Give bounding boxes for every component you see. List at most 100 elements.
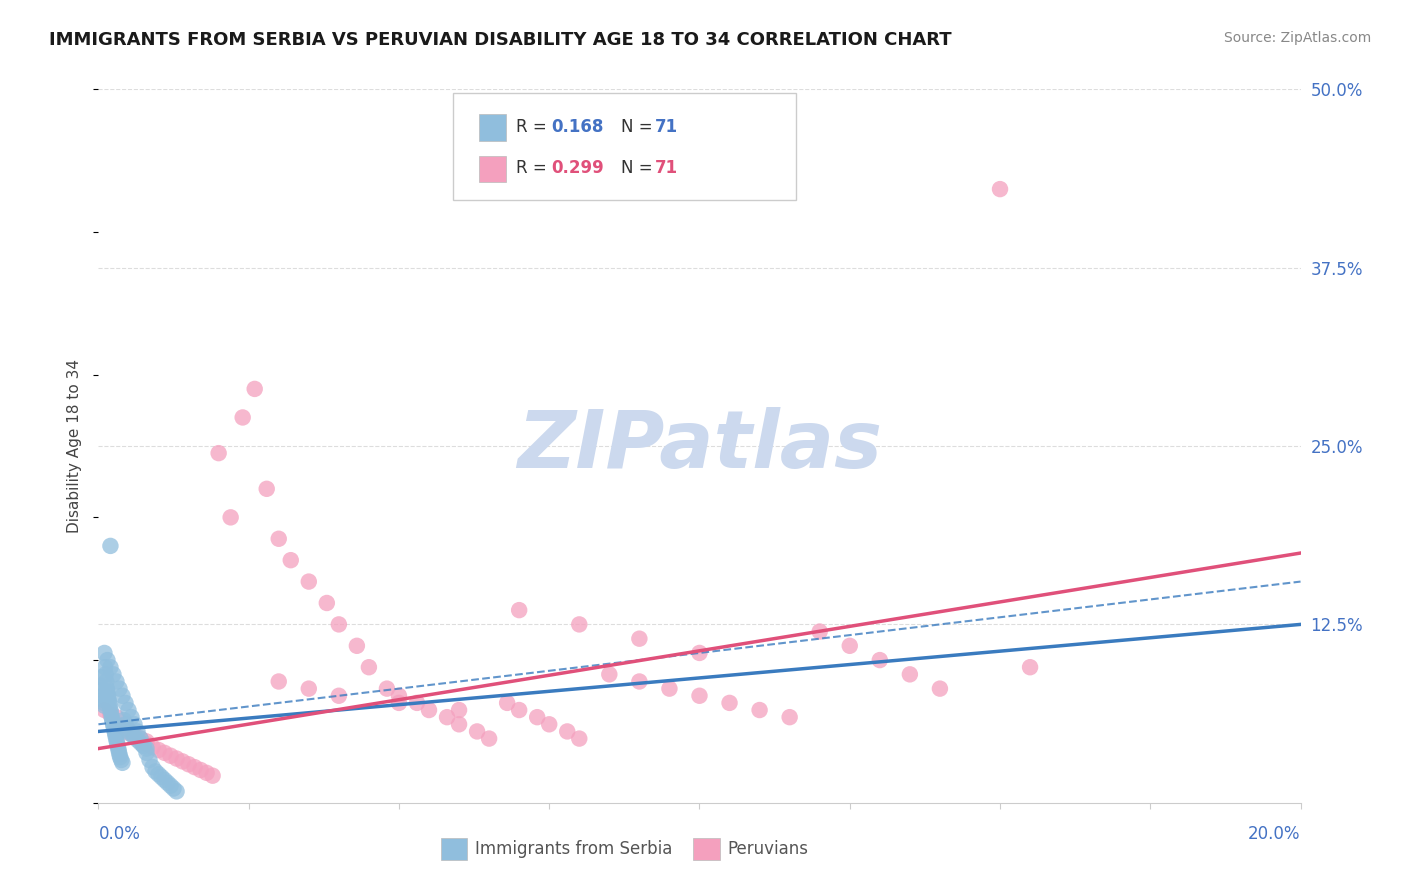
Text: 20.0%: 20.0% (1249, 825, 1301, 843)
Point (104, 730, 127, 744)
FancyBboxPatch shape (693, 838, 720, 860)
Point (138, 753, 160, 767)
Point (388, 696, 411, 710)
Point (89, 679, 111, 693)
Point (129, 736, 152, 750)
Point (153, 746, 176, 760)
Text: N =: N = (621, 118, 658, 136)
Point (94, 660, 117, 674)
Point (111, 756, 134, 770)
Point (108, 744, 131, 758)
Point (105, 674, 128, 689)
Point (898, 667, 921, 681)
Point (988, 182, 1011, 196)
Point (357, 660, 380, 674)
Point (100, 706, 122, 720)
Point (96, 653, 118, 667)
Point (112, 713, 135, 727)
Point (201, 769, 224, 783)
Point (628, 674, 651, 689)
Point (658, 681, 681, 696)
Point (219, 510, 242, 524)
Point (100, 539, 122, 553)
Y-axis label: Disability Age 18 to 34: Disability Age 18 to 34 (67, 359, 83, 533)
Point (117, 724, 139, 739)
Point (90, 670, 112, 684)
Point (107, 739, 129, 753)
Point (97, 689, 120, 703)
Point (145, 764, 167, 779)
Point (117, 722, 139, 736)
Point (103, 667, 125, 681)
Point (117, 726, 139, 740)
Point (100, 707, 122, 722)
Point (929, 681, 952, 696)
Point (132, 739, 155, 753)
Point (135, 746, 157, 760)
Text: R =: R = (516, 160, 551, 178)
Point (97, 693, 120, 707)
Point (267, 532, 290, 546)
Point (96, 684, 118, 698)
Point (526, 710, 548, 724)
Point (91, 683, 114, 698)
Text: Immigrants from Serbia: Immigrants from Serbia (475, 840, 672, 858)
Point (465, 724, 488, 739)
Point (124, 729, 146, 743)
Point (98, 698, 121, 713)
Point (104, 727, 127, 741)
Point (598, 667, 620, 681)
Point (256, 482, 278, 496)
Point (568, 617, 591, 632)
Point (114, 717, 136, 731)
Point (177, 757, 200, 772)
Point (114, 696, 136, 710)
Point (508, 603, 530, 617)
Point (328, 617, 350, 632)
Point (103, 722, 125, 736)
Point (111, 720, 134, 734)
Point (628, 632, 651, 646)
Point (135, 741, 157, 756)
Point (100, 710, 122, 724)
Point (153, 772, 176, 787)
Point (508, 703, 530, 717)
Point (447, 703, 470, 717)
Point (195, 765, 218, 780)
Text: 0.168: 0.168 (551, 118, 605, 136)
Point (232, 410, 254, 425)
Text: 0.299: 0.299 (551, 160, 605, 178)
Point (108, 747, 131, 762)
Point (103, 719, 125, 733)
Text: Peruvians: Peruvians (727, 840, 808, 858)
Point (93, 698, 115, 713)
Text: 71: 71 (655, 118, 678, 136)
Point (121, 727, 143, 741)
FancyBboxPatch shape (441, 838, 467, 860)
Point (105, 710, 128, 724)
Point (141, 740, 163, 755)
Point (298, 681, 321, 696)
FancyBboxPatch shape (479, 114, 506, 141)
Point (104, 724, 127, 739)
FancyBboxPatch shape (479, 155, 506, 182)
Point (406, 696, 429, 710)
Point (418, 703, 440, 717)
Point (346, 639, 368, 653)
Point (100, 703, 122, 717)
Point (280, 553, 302, 567)
Point (135, 734, 157, 748)
Point (779, 710, 801, 724)
Point (100, 660, 122, 674)
Point (91, 689, 114, 703)
Point (388, 689, 411, 703)
Point (127, 733, 149, 747)
Point (148, 767, 170, 781)
Point (107, 741, 129, 756)
Point (148, 743, 170, 757)
Point (121, 710, 143, 724)
Point (166, 784, 188, 798)
Point (838, 639, 860, 653)
Point (129, 731, 152, 746)
Point (101, 713, 124, 727)
